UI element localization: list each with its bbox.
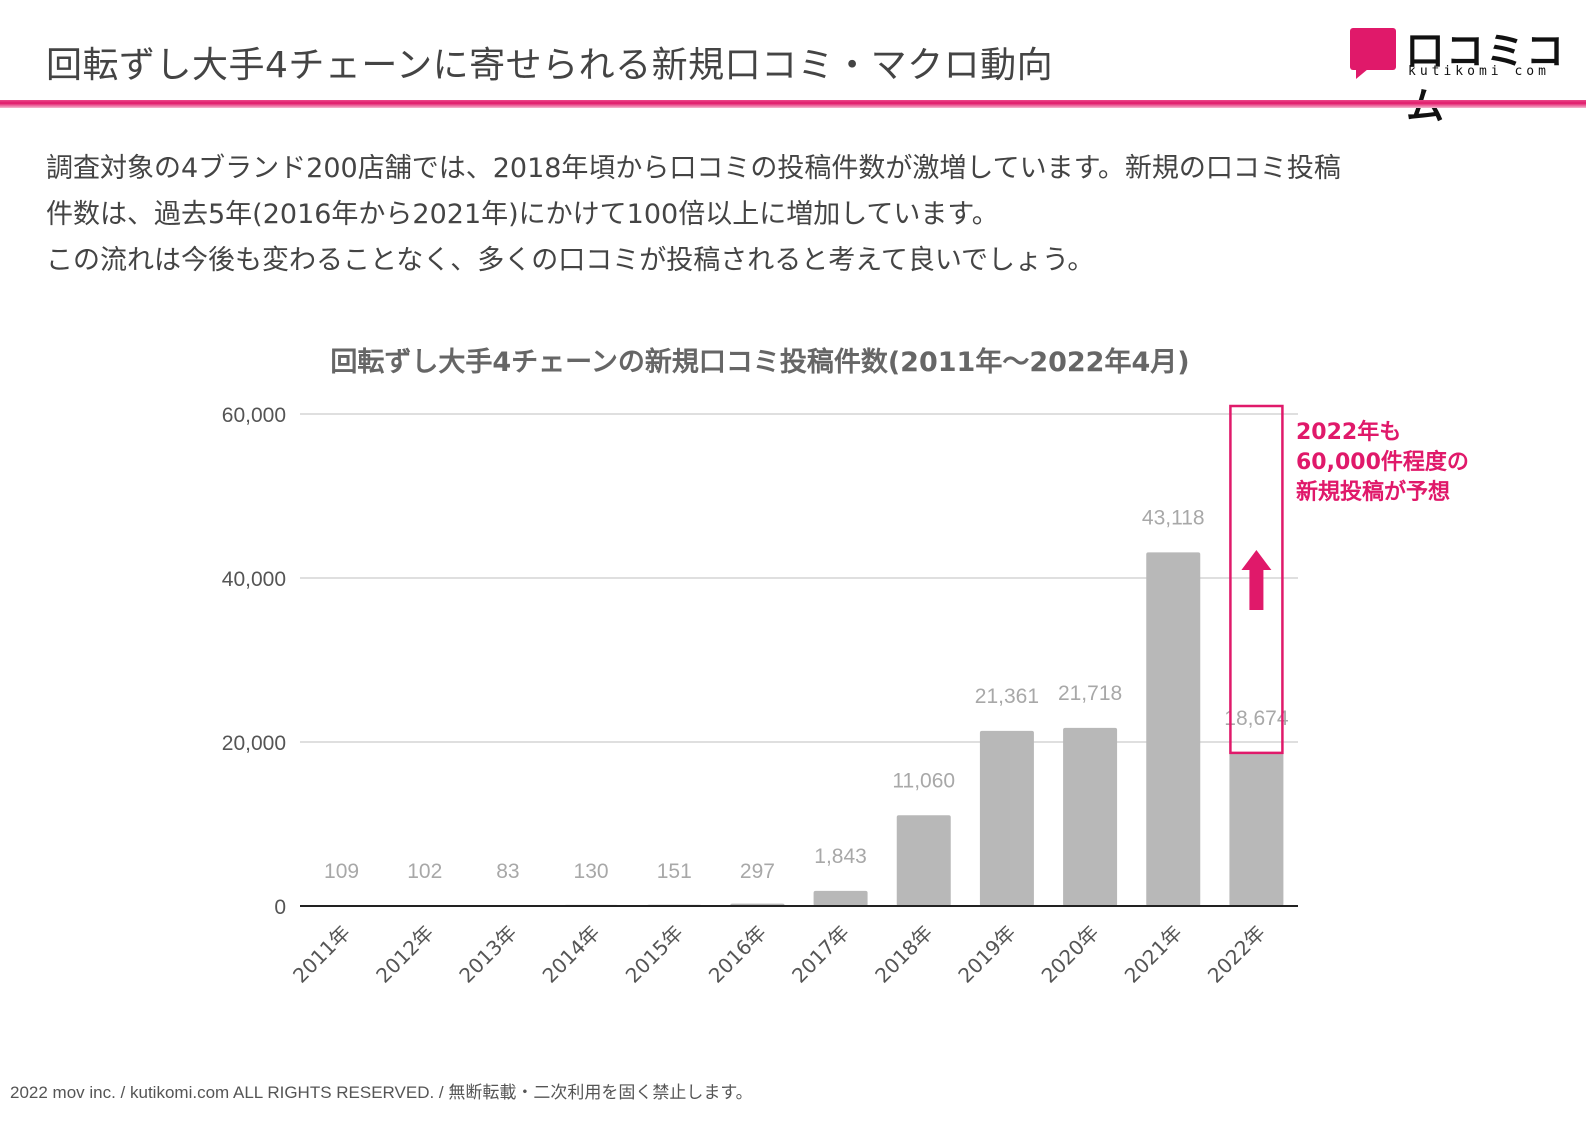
callout-line-1: 2022年も xyxy=(1296,420,1402,445)
kutikomi-logo[interactable]: 口コミコム kutikomi com xyxy=(1350,24,1570,128)
x-tick-label: 2016年 xyxy=(704,921,771,988)
data-label: 83 xyxy=(496,860,519,883)
bar xyxy=(1063,727,1118,906)
callout-line-2: 60,000件程度の xyxy=(1296,450,1469,475)
bar xyxy=(1146,552,1201,906)
bar xyxy=(1229,752,1284,906)
description-line-1: 調査対象の4ブランド200店舗では、2018年頃から口コミの投稿件数が激増してい… xyxy=(46,153,1341,184)
data-label: 18,674 xyxy=(1224,707,1289,730)
x-tick-label: 2019年 xyxy=(953,921,1020,988)
y-tick-label: 60,000 xyxy=(222,404,286,427)
header-divider xyxy=(0,100,1586,108)
logo-subtitle: kutikomi com xyxy=(1408,64,1550,79)
chart-title: 回転ずし大手4チェーンの新規口コミ投稿件数(2011年～2022年4月) xyxy=(330,347,1190,378)
data-label: 43,118 xyxy=(1142,506,1205,529)
bar xyxy=(979,730,1034,906)
data-label: 297 xyxy=(740,860,775,883)
x-tick-label: 2011年 xyxy=(288,921,355,988)
y-tick-label: 40,000 xyxy=(222,568,286,591)
x-tick-label: 2018年 xyxy=(870,921,937,988)
x-tick-label: 2020年 xyxy=(1037,921,1104,988)
data-label: 1,843 xyxy=(814,845,867,868)
description-line-2: 件数は、過去5年(2016年から2021年)にかけて100倍以上に増加しています… xyxy=(46,199,999,230)
data-label: 102 xyxy=(407,860,442,883)
bar xyxy=(896,815,951,906)
data-label: 151 xyxy=(657,860,692,883)
bar-chart: 0 20,000 40,000 60,000 109 2011年 102 2012年 83 201… xyxy=(222,404,1298,988)
speech-bubble-icon xyxy=(1350,28,1396,79)
data-label: 130 xyxy=(574,860,609,883)
y-tick-label: 0 xyxy=(274,896,286,919)
x-tick-label: 2015年 xyxy=(621,921,688,988)
x-tick-label: 2012年 xyxy=(371,921,438,988)
description-line-3: この流れは今後も変わることなく、多くの口コミが投稿されると考えて良いでしょう。 xyxy=(46,245,1095,276)
data-label: 11,060 xyxy=(892,769,955,792)
bar xyxy=(813,890,868,906)
x-tick-label: 2017年 xyxy=(787,921,854,988)
up-arrow-icon xyxy=(1249,568,1264,610)
x-tick-label: 2014年 xyxy=(538,921,605,988)
x-tick-label: 2013年 xyxy=(454,921,521,988)
up-arrow-head-icon xyxy=(1241,550,1272,570)
y-tick-label: 20,000 xyxy=(222,732,286,755)
callout-line-3: 新規投稿が予想 xyxy=(1296,480,1451,505)
x-tick-label: 2022年 xyxy=(1203,921,1270,988)
description: 調査対象の4ブランド200店舗では、2018年頃から口コミの投稿件数が激増してい… xyxy=(46,146,1546,284)
x-tick-label: 2021年 xyxy=(1120,921,1187,988)
projection-callout: 2022年も 60,000件程度の 新規投稿が予想 xyxy=(1296,418,1469,508)
data-label: 109 xyxy=(324,860,359,883)
data-label: 21,718 xyxy=(1058,682,1122,705)
projection-highlight-box xyxy=(1229,404,1284,755)
copyright-footer: 2022 mov inc. / kutikomi.com ALL RIGHTS … xyxy=(10,1083,753,1102)
page-title: 回転ずし大手4チェーンに寄せられる新規口コミ・マクロ動向 xyxy=(46,45,1054,86)
data-label: 21,361 xyxy=(975,685,1039,708)
